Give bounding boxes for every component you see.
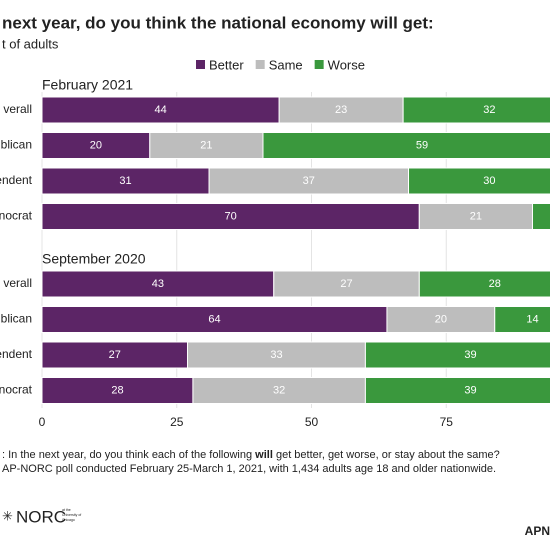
value-label: 31 bbox=[119, 175, 131, 187]
value-label: 39 bbox=[464, 384, 476, 396]
bar-segment bbox=[386, 306, 496, 333]
value-label: 27 bbox=[340, 278, 352, 290]
value-label: 14 bbox=[526, 313, 538, 325]
value-label: 21 bbox=[200, 139, 212, 151]
y-tick-label: verall bbox=[3, 276, 32, 290]
value-label: 59 bbox=[416, 139, 428, 151]
value-label: 44 bbox=[154, 104, 166, 116]
value-label: 21 bbox=[470, 210, 482, 222]
chart-title: next year, do you think the national eco… bbox=[2, 13, 434, 32]
value-label: 28 bbox=[111, 384, 123, 396]
logo-sub: at the bbox=[62, 508, 71, 512]
bar-segment bbox=[364, 377, 550, 404]
note-part: will bbox=[254, 449, 273, 461]
bar-segment bbox=[41, 270, 275, 298]
value-label: 27 bbox=[109, 349, 121, 361]
value-label: 20 bbox=[90, 139, 102, 151]
logo-sub: University of bbox=[62, 513, 81, 517]
logo: NORC bbox=[16, 507, 66, 526]
y-tick-label: nocrat bbox=[0, 209, 33, 223]
bar-segment bbox=[41, 341, 189, 369]
bar-segment bbox=[208, 167, 410, 195]
legend-label: Worse bbox=[328, 57, 365, 72]
value-label: 20 bbox=[435, 313, 447, 325]
x-tick-label: 0 bbox=[39, 415, 46, 429]
bar-segment bbox=[187, 341, 366, 369]
bar-segment bbox=[408, 167, 550, 195]
credit: APN bbox=[525, 524, 550, 538]
panel-title: February 2021 bbox=[42, 77, 133, 93]
legend-swatch bbox=[255, 60, 265, 69]
x-tick-label: 25 bbox=[170, 415, 184, 429]
chart-subtitle: t of adults bbox=[2, 36, 59, 51]
legend-swatch bbox=[314, 60, 324, 69]
x-tick-label: 50 bbox=[305, 415, 319, 429]
value-label: 32 bbox=[273, 384, 285, 396]
value-label: 32 bbox=[483, 104, 495, 116]
bar-segment bbox=[41, 132, 151, 159]
value-label: 30 bbox=[483, 175, 495, 187]
legend-label: Same bbox=[269, 57, 303, 72]
value-label: 23 bbox=[335, 104, 347, 116]
x-tick-label: 75 bbox=[440, 415, 454, 429]
logo-sub: Chicago bbox=[62, 518, 75, 522]
value-label: 37 bbox=[303, 175, 315, 187]
value-label: 33 bbox=[270, 349, 282, 361]
y-tick-label: nocrat bbox=[0, 383, 33, 397]
value-label: 43 bbox=[152, 278, 164, 290]
note-part: : In the next year, do you think each of… bbox=[2, 449, 255, 461]
bar-segment bbox=[531, 203, 550, 230]
bar-segment bbox=[262, 132, 550, 159]
value-label: 64 bbox=[208, 313, 220, 325]
bar-segment bbox=[278, 96, 404, 124]
y-tick-label: blican bbox=[1, 312, 32, 326]
source: AP-NORC poll conducted February 25-March… bbox=[2, 463, 496, 475]
legend-label: Better bbox=[209, 57, 244, 72]
legend-swatch bbox=[196, 60, 205, 69]
bar-segment bbox=[41, 96, 280, 124]
bar-segment bbox=[418, 270, 550, 298]
bar-segment bbox=[494, 306, 550, 333]
note: : In the next year, do you think each of… bbox=[2, 449, 500, 461]
value-label: 39 bbox=[464, 349, 476, 361]
value-label: 28 bbox=[489, 278, 501, 290]
panel-title: September 2020 bbox=[42, 251, 146, 267]
y-tick-label: endent bbox=[0, 173, 33, 187]
y-tick-label: endent bbox=[0, 347, 33, 361]
value-label: 70 bbox=[225, 210, 237, 222]
bar-segment bbox=[41, 306, 388, 333]
y-tick-label: blican bbox=[1, 138, 32, 152]
bar-segment bbox=[402, 96, 550, 124]
y-tick-label: verall bbox=[3, 102, 32, 116]
logo-star: ✳ bbox=[2, 508, 13, 523]
bar-segment bbox=[364, 341, 550, 369]
bar-segment bbox=[273, 270, 420, 298]
bar-segment bbox=[149, 132, 264, 159]
note-part: get better, get worse, or stay about the… bbox=[273, 449, 500, 461]
